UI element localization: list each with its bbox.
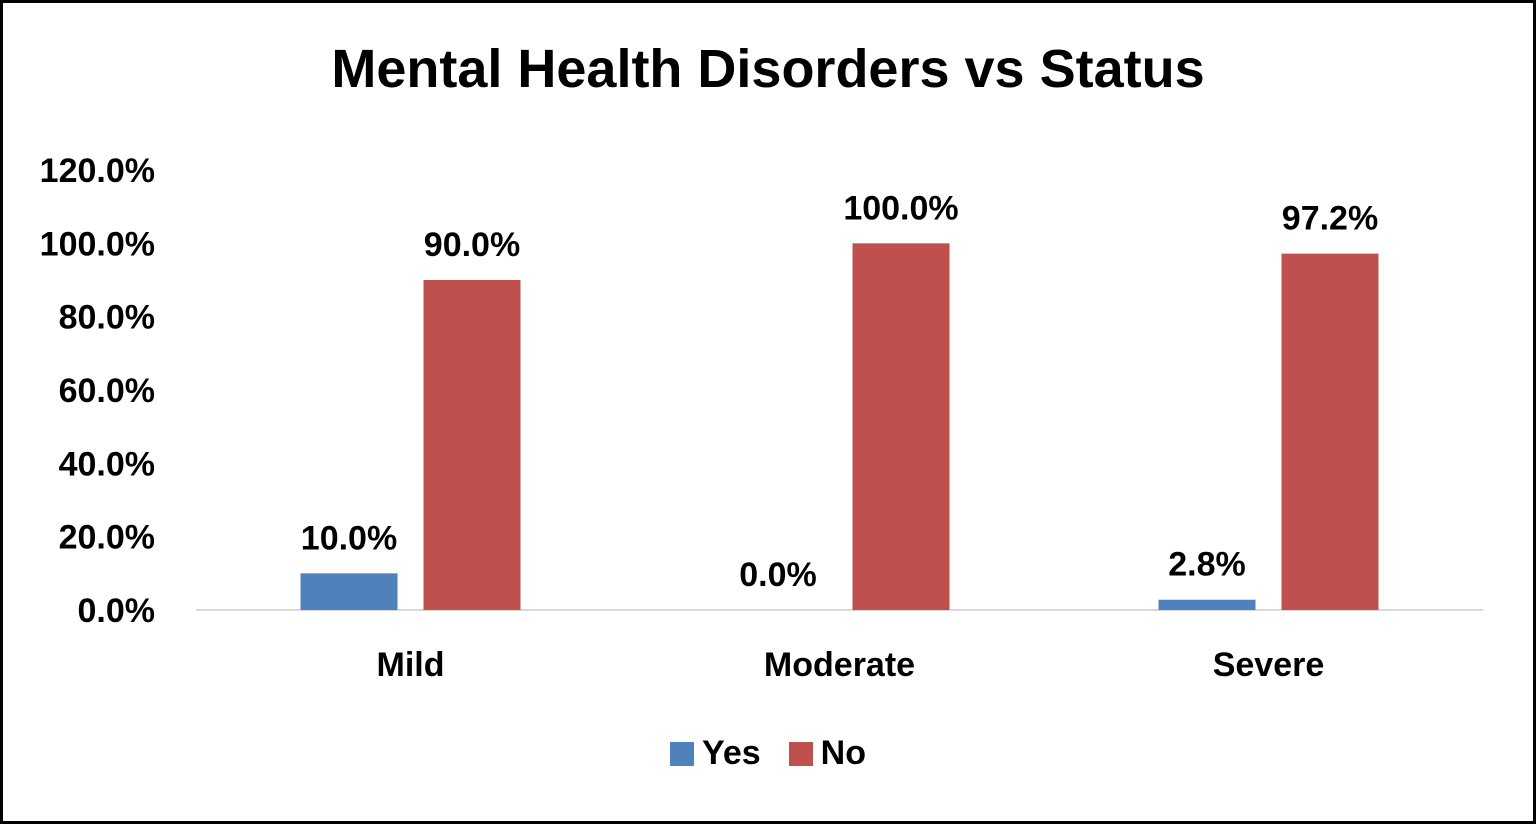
data-label: 97.2% <box>1282 200 1378 238</box>
data-label: 2.8% <box>1168 546 1246 584</box>
y-tick-label: 0.0% <box>78 592 156 630</box>
data-label: 10.0% <box>301 519 397 557</box>
bar-no-moderate <box>852 243 950 611</box>
bar-yes-severe <box>1158 599 1256 610</box>
chart-title: Mental Health Disorders vs Status <box>331 39 1205 99</box>
legend-swatch-no <box>788 741 813 766</box>
data-label: 90.0% <box>424 226 520 264</box>
legend-swatch-yes <box>670 741 695 766</box>
data-label: 100.0% <box>843 189 958 227</box>
bar-no-mild <box>423 280 521 610</box>
y-tick-label: 120.0% <box>40 152 155 190</box>
y-tick-label: 60.0% <box>59 372 155 410</box>
x-tick-label: Moderate <box>764 646 915 684</box>
bar-yes-mild <box>300 573 398 610</box>
y-tick-label: 40.0% <box>59 445 155 483</box>
legend: Yes No <box>0 734 1536 773</box>
legend-item-no: No <box>788 734 866 773</box>
bar-no-severe <box>1281 253 1379 610</box>
y-tick-label: 20.0% <box>59 519 155 557</box>
y-tick-label: 80.0% <box>59 299 155 337</box>
x-tick-label: Severe <box>1213 646 1325 684</box>
legend-item-yes: Yes <box>670 734 761 773</box>
y-tick-label: 100.0% <box>40 225 155 263</box>
legend-label-yes: Yes <box>702 734 761 772</box>
legend-label-no: No <box>820 734 866 772</box>
data-label: 0.0% <box>739 556 817 594</box>
x-tick-label: Mild <box>377 646 445 684</box>
